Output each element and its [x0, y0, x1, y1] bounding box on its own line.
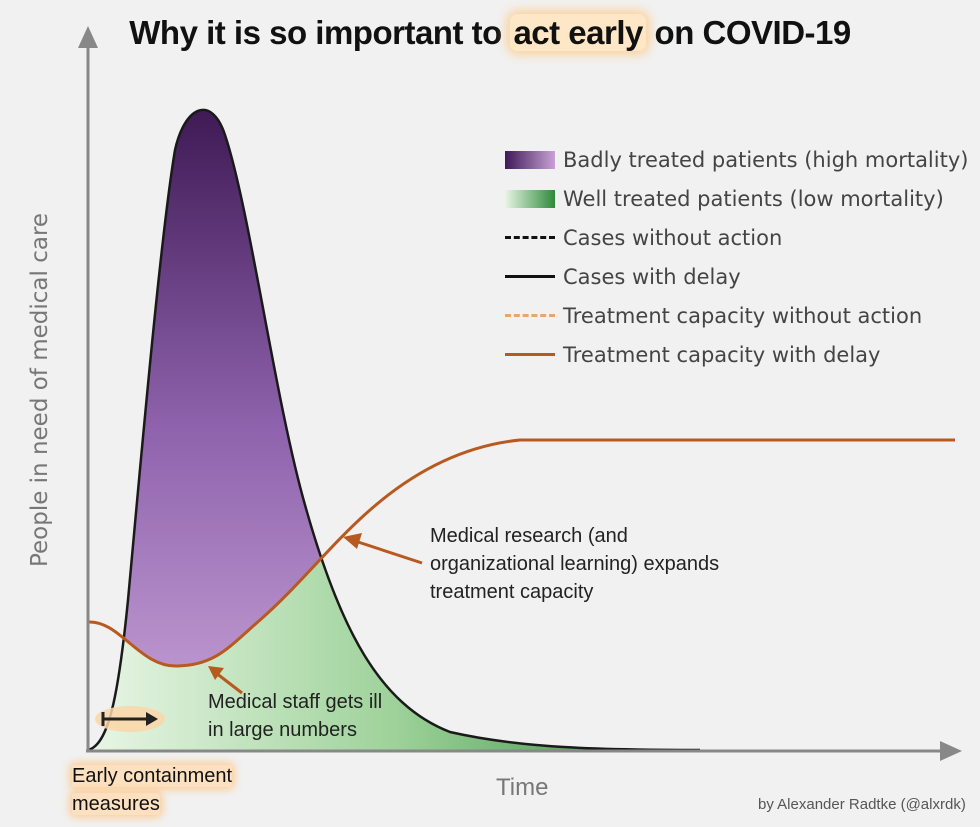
early-arrow-head-icon: [146, 712, 158, 726]
y-axis-arrow-icon: [78, 26, 98, 48]
research-line: organizational learning) expands: [430, 553, 720, 575]
black-solid-swatch: [505, 268, 555, 286]
legend: Badly treated patients (high mortality) …: [505, 140, 968, 374]
black-dashed-swatch: [505, 229, 555, 247]
research-arrow: [351, 538, 423, 565]
legend-item-well-treated: Well treated patients (low mortality): [505, 179, 968, 218]
chart-title: Why it is so important to act early on C…: [0, 14, 980, 52]
title-highlight: act early: [510, 14, 646, 51]
legend-label: Badly treated patients (high mortality): [563, 147, 969, 172]
staff-annotation: Medical staff gets ill in large numbers: [208, 688, 382, 744]
title-prefix: Why it is so important to: [129, 14, 511, 51]
purple-swatch: [505, 150, 555, 169]
credit: by Alexander Radtke (@alxrdk): [758, 796, 966, 813]
staff-line: Medical staff gets ill: [208, 691, 383, 713]
research-line: treatment capacity: [430, 581, 594, 603]
y-axis-label: People in need of medical care: [27, 212, 53, 568]
research-annotation: Medical research (and organizational lea…: [430, 522, 719, 606]
x-axis-label: Time: [496, 774, 549, 801]
staff-arrow: [215, 671, 243, 695]
legend-item-cases-without-action: Cases without action: [505, 218, 968, 257]
green-swatch: [505, 189, 555, 208]
legend-label: Treatment capacity without action: [563, 303, 923, 328]
early-containment-label: Early containment measures: [72, 762, 233, 818]
legend-label: Treatment capacity with delay: [563, 342, 881, 367]
cases-with-delay-curve: [87, 108, 701, 752]
staff-line: in large numbers: [208, 719, 357, 741]
orange-solid-swatch: [505, 346, 555, 364]
legend-item-capacity-with-delay: Treatment capacity with delay: [505, 335, 968, 374]
legend-label: Well treated patients (low mortality): [563, 186, 944, 211]
legend-item-badly-treated: Badly treated patients (high mortality): [505, 140, 968, 179]
legend-label: Cases with delay: [563, 264, 741, 289]
research-arrow-head-icon: [343, 533, 362, 549]
legend-item-cases-with-delay: Cases with delay: [505, 257, 968, 296]
orange-dashed-swatch: [505, 307, 555, 325]
research-line: Medical research (and: [430, 525, 628, 547]
title-suffix: on COVID-19: [645, 14, 852, 51]
purple-area: [88, 110, 700, 667]
staff-arrow-head-icon: [208, 666, 224, 680]
x-axis-arrow-icon: [940, 741, 962, 761]
capacity-with-delay-line: [87, 438, 955, 668]
legend-label: Cases without action: [563, 225, 783, 250]
legend-item-capacity-without-action: Treatment capacity without action: [505, 296, 968, 335]
early-line: measures: [72, 793, 160, 815]
early-line: Early containment: [72, 765, 233, 787]
